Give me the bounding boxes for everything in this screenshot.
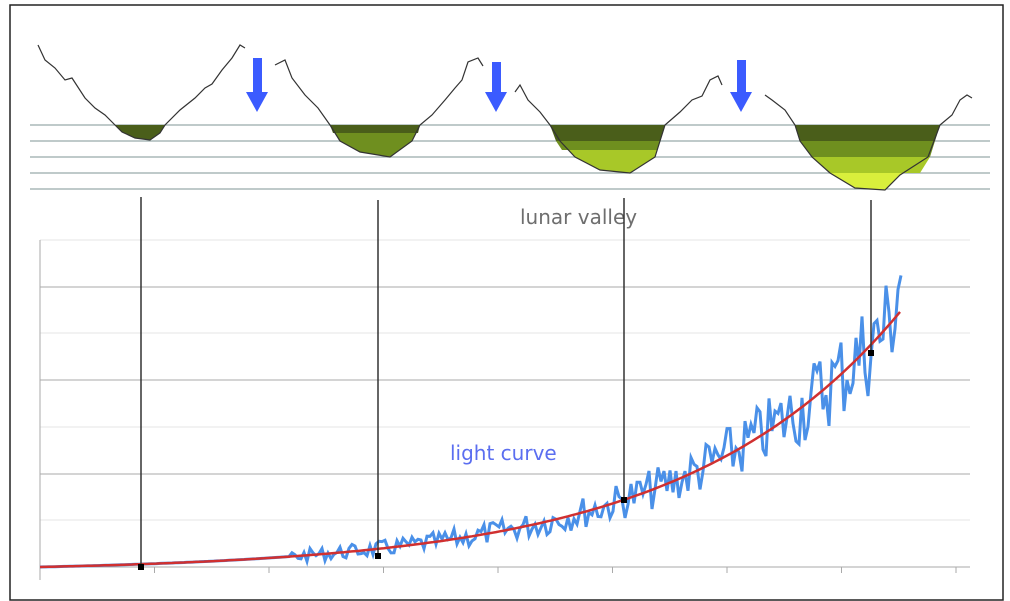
- valley-fills: [115, 125, 940, 190]
- valley-label: lunar valley: [520, 205, 637, 229]
- x-ticks: [39, 567, 957, 573]
- curve-label: light curve: [450, 441, 557, 465]
- drop-lines: [140, 197, 872, 567]
- frame: [9, 4, 1004, 601]
- arrows: [246, 58, 752, 112]
- chart-grid: [39, 239, 970, 580]
- valley-profiles: [37, 44, 973, 191]
- markers: [138, 350, 874, 570]
- fit-curve: [39, 311, 901, 569]
